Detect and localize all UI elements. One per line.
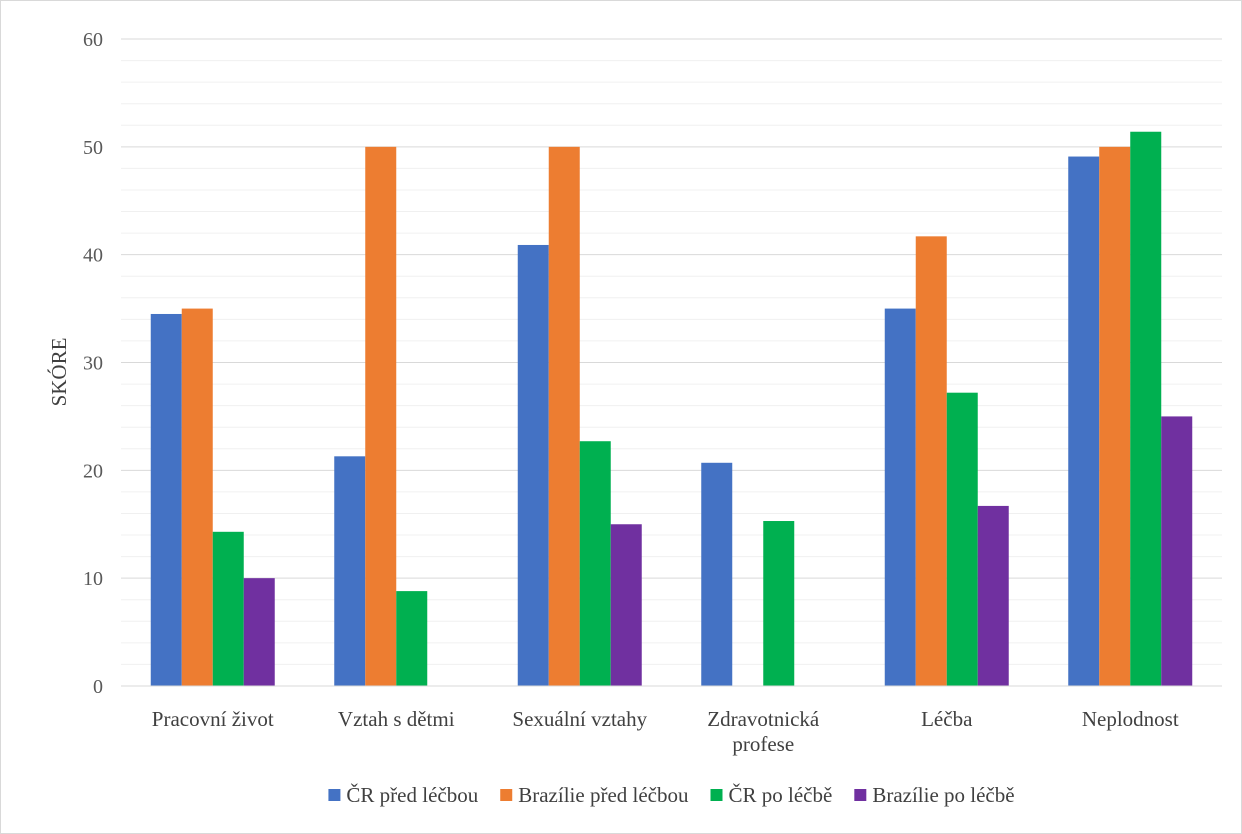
y-axis-label: SKÓRE [47, 338, 71, 407]
bar [212, 531, 244, 686]
bar [1130, 131, 1162, 686]
y-tick-label: 40 [83, 245, 103, 267]
y-tick-labels: 0 10 20 30 40 50 60 [83, 29, 103, 698]
category-label: Zdravotnická [707, 707, 820, 731]
bar [946, 392, 978, 686]
bar [396, 591, 428, 686]
bar [243, 578, 275, 686]
category-label: Vztah s dětmi [338, 707, 455, 731]
y-tick-label: 50 [83, 137, 103, 159]
bar [610, 524, 642, 686]
bar [365, 146, 397, 687]
bars [150, 131, 1193, 687]
category-labels: Pracovní život Vztah s dětmi Sexuální vzta… [152, 707, 1179, 756]
bar [977, 505, 1009, 686]
bar [1099, 146, 1131, 687]
legend-swatch [500, 789, 513, 801]
category-label: profese [732, 732, 794, 756]
bar [517, 244, 549, 686]
legend-label: Brazílie před léčbou [518, 783, 689, 807]
major-gridlines [121, 38, 1222, 579]
bar [1161, 416, 1193, 686]
bar [334, 456, 366, 686]
bar [1068, 156, 1100, 686]
y-tick-label: 30 [83, 353, 103, 375]
category-label: Sexuální vztahy [512, 707, 647, 731]
bar [915, 236, 947, 686]
bar [150, 313, 182, 686]
bar [763, 521, 795, 686]
legend-label: ČR po léčbě [729, 783, 833, 807]
y-tick-label: 10 [83, 568, 103, 590]
legend-label: ČR před léčbou [346, 783, 478, 807]
category-label: Léčba [921, 707, 973, 731]
category-label: Neplodnost [1082, 707, 1179, 731]
bar [884, 308, 916, 686]
legend-swatch [710, 789, 723, 801]
y-tick-label: 20 [83, 460, 103, 482]
bar [701, 462, 733, 686]
category-label: Pracovní život [152, 707, 274, 731]
legend: ČR před léčbou Brazílie před léčbou ČR po … [328, 783, 1015, 807]
bar [579, 441, 611, 686]
minor-gridlines [121, 60, 1222, 665]
legend-swatch [854, 789, 867, 801]
legend-swatch [328, 789, 341, 801]
y-tick-label: 0 [93, 676, 103, 698]
y-tick-label: 60 [83, 29, 103, 51]
bar [181, 308, 213, 686]
bar [548, 146, 580, 687]
legend-label: Brazílie po léčbě [872, 783, 1014, 807]
